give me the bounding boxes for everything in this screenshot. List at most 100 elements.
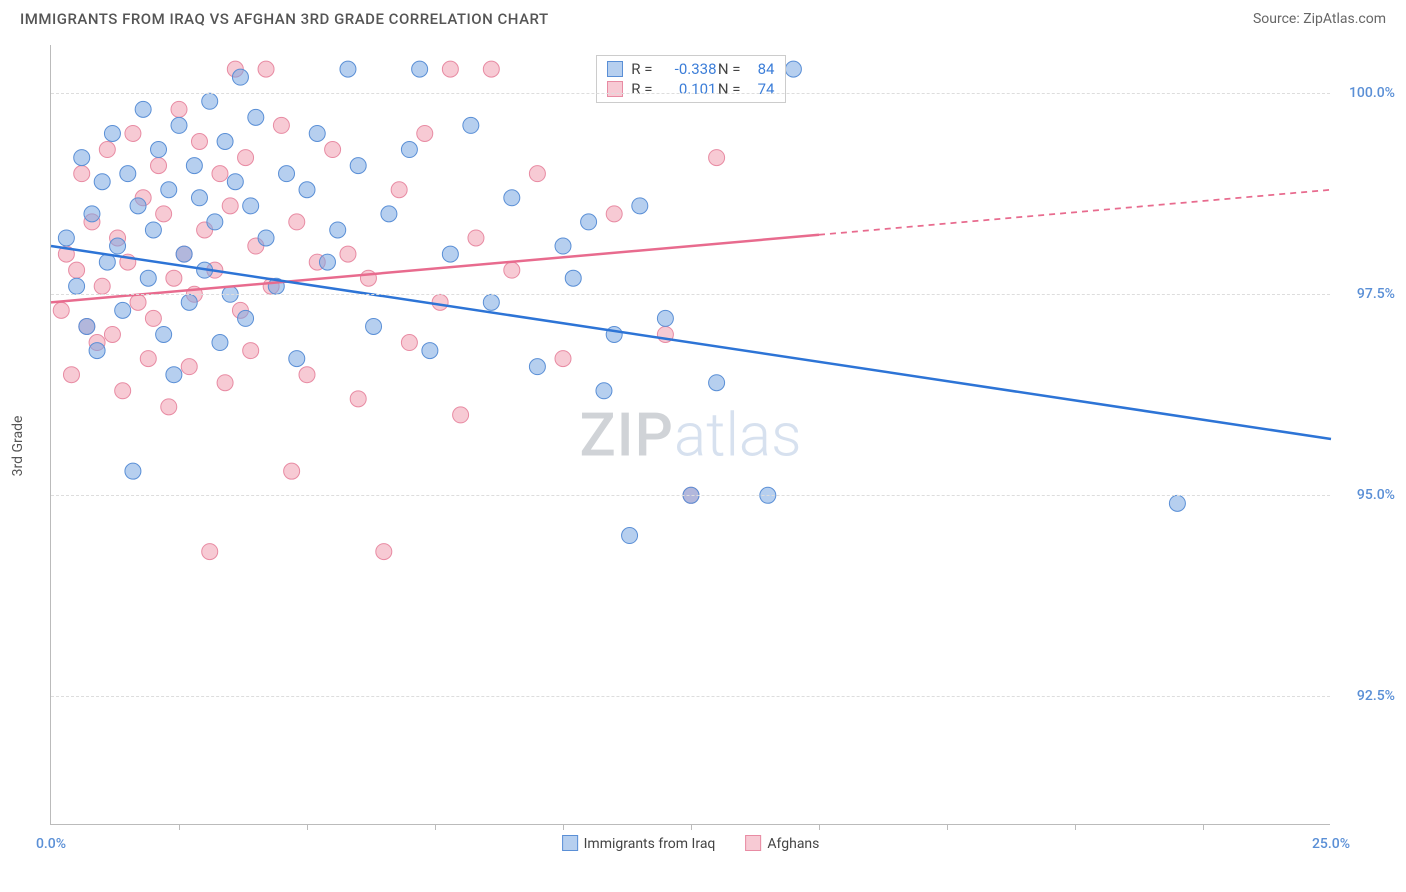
data-point (284, 463, 300, 479)
data-point (412, 61, 428, 77)
source-name: ZipAtlas.com (1303, 11, 1386, 27)
data-point (69, 278, 85, 294)
data-point (248, 109, 264, 125)
data-point (104, 125, 120, 141)
y-axis-label: 3rd Grade (10, 416, 26, 477)
x-tick-mark (1075, 824, 1076, 830)
data-point (279, 166, 295, 182)
legend-item-afghan: Afghans (745, 835, 819, 852)
data-point (555, 351, 571, 367)
regression-line (51, 246, 1331, 439)
data-point (202, 544, 218, 560)
y-tick-label: 100.0% (1349, 85, 1395, 101)
data-point (161, 182, 177, 198)
data-point (483, 294, 499, 310)
data-point (74, 166, 90, 182)
data-point (99, 142, 115, 158)
data-point (709, 375, 725, 391)
stats-box: R = -0.338 N = 84 R = 0.101 N = 74 (596, 55, 786, 103)
data-point (596, 383, 612, 399)
stats-r-value-afghan: 0.101 (657, 80, 717, 98)
data-point (243, 343, 259, 359)
data-point (104, 326, 120, 342)
data-point (468, 230, 484, 246)
chart-source: Source: ZipAtlas.com (1253, 11, 1386, 27)
data-point (156, 326, 172, 342)
x-tick-mark (1203, 824, 1204, 830)
data-point (58, 230, 74, 246)
data-point (289, 351, 305, 367)
data-point (110, 238, 126, 254)
legend-item-iraq: Immigrants from Iraq (562, 835, 716, 852)
legend: Immigrants from Iraq Afghans (562, 835, 820, 852)
data-point (212, 335, 228, 351)
data-point (289, 214, 305, 230)
data-point (176, 246, 192, 262)
data-point (325, 142, 341, 158)
data-point (340, 61, 356, 77)
data-point (622, 528, 638, 544)
x-tick-mark (563, 824, 564, 830)
x-tick-mark (179, 824, 180, 830)
data-point (299, 182, 315, 198)
data-point (238, 310, 254, 326)
data-point (243, 198, 259, 214)
data-point (565, 270, 581, 286)
data-point (130, 198, 146, 214)
data-point (222, 198, 238, 214)
legend-label-iraq: Immigrants from Iraq (584, 836, 716, 852)
data-point (145, 310, 161, 326)
data-point (145, 222, 161, 238)
regression-line (51, 235, 819, 303)
data-point (135, 101, 151, 117)
x-tick-mark (819, 824, 820, 830)
data-point (227, 174, 243, 190)
data-point (140, 351, 156, 367)
data-point (657, 310, 673, 326)
stats-r-label-1: R = (629, 60, 657, 78)
y-tick-label: 92.5% (1357, 688, 1395, 704)
data-point (1169, 495, 1185, 511)
data-point (442, 246, 458, 262)
data-point (453, 407, 469, 423)
data-point (258, 230, 274, 246)
data-point (417, 125, 433, 141)
y-tick-label: 95.0% (1357, 487, 1395, 503)
gridline (51, 294, 1330, 295)
data-point (350, 158, 366, 174)
data-point (232, 69, 248, 85)
legend-label-afghan: Afghans (767, 836, 819, 852)
data-point (191, 190, 207, 206)
data-point (166, 367, 182, 383)
x-tick-mark (435, 824, 436, 830)
stats-r-value-iraq: -0.338 (657, 60, 717, 78)
data-point (391, 182, 407, 198)
data-point (442, 61, 458, 77)
gridline (51, 495, 1330, 496)
data-point (89, 343, 105, 359)
data-point (69, 262, 85, 278)
data-point (366, 318, 382, 334)
data-point (309, 125, 325, 141)
x-tick-mark (691, 824, 692, 830)
data-point (120, 166, 136, 182)
data-point (94, 174, 110, 190)
data-point (207, 214, 223, 230)
data-point (151, 158, 167, 174)
regression-line-extrapolated (819, 190, 1331, 235)
data-point (151, 142, 167, 158)
data-point (191, 133, 207, 149)
data-point (504, 190, 520, 206)
stats-n-value-afghan: 74 (745, 80, 775, 98)
data-point (140, 270, 156, 286)
data-point (94, 278, 110, 294)
data-point (401, 335, 417, 351)
data-point (381, 206, 397, 222)
data-point (166, 270, 182, 286)
x-tick-mark (947, 824, 948, 830)
data-point (463, 117, 479, 133)
chart-title: IMMIGRANTS FROM IRAQ VS AFGHAN 3RD GRADE… (20, 10, 549, 28)
data-point (504, 262, 520, 278)
stats-n-label-1: N = (717, 60, 745, 78)
data-point (79, 318, 95, 334)
